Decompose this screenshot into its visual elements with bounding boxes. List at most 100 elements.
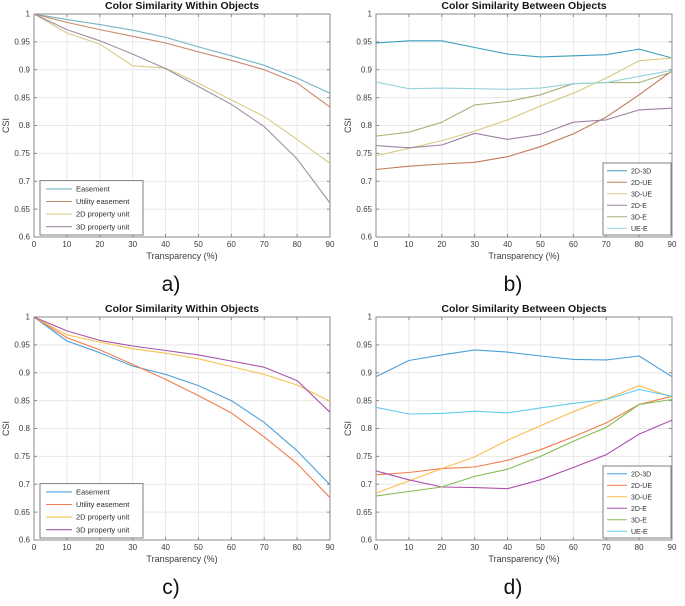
svg-text:30: 30 — [128, 240, 137, 249]
svg-text:10: 10 — [62, 543, 71, 552]
svg-text:70: 70 — [602, 543, 611, 552]
svg-text:0.7: 0.7 — [19, 480, 31, 489]
svg-text:Utility easement: Utility easement — [76, 197, 130, 206]
svg-text:2D property unit: 2D property unit — [76, 513, 130, 522]
svg-text:0.95: 0.95 — [14, 341, 30, 350]
svg-text:0.8: 0.8 — [361, 424, 373, 433]
svg-text:40: 40 — [161, 240, 170, 249]
svg-text:Color Similarity Between Objec: Color Similarity Between Objects — [441, 303, 606, 315]
chart-a-caption: a) — [161, 273, 181, 296]
svg-text:40: 40 — [503, 240, 512, 249]
svg-text:Color Similarity Within Object: Color Similarity Within Objects — [105, 303, 259, 315]
svg-text:70: 70 — [602, 240, 611, 249]
chart-d-caption: d) — [503, 576, 523, 599]
svg-text:Easement: Easement — [76, 185, 111, 194]
svg-text:1: 1 — [368, 10, 373, 19]
chart-cell-d: 0 10 20 30 40 50 60 70 80 90 0.6 0.65 0.7 0.75 0.8 0.85… — [342, 303, 685, 606]
svg-text:90: 90 — [668, 543, 677, 552]
svg-text:Transparency (%): Transparency (%) — [488, 554, 559, 564]
svg-text:2D-E: 2D-E — [631, 506, 647, 513]
svg-text:50: 50 — [194, 240, 203, 249]
svg-text:UE-E: UE-E — [631, 226, 648, 233]
svg-text:Utility easement: Utility easement — [76, 500, 130, 509]
svg-text:0.85: 0.85 — [356, 396, 372, 405]
svg-text:20: 20 — [95, 240, 104, 249]
svg-text:70: 70 — [260, 240, 269, 249]
svg-text:0.65: 0.65 — [356, 205, 372, 214]
svg-text:0.65: 0.65 — [356, 508, 372, 517]
chart-b-plot: 0 10 20 30 40 50 60 70 80 90 0.6 0.65 0.7 0.75 0.8 0.85… — [343, 0, 677, 261]
svg-text:0.9: 0.9 — [19, 65, 31, 74]
svg-text:1: 1 — [26, 10, 31, 19]
chart-cell-c: 0 10 20 30 40 50 60 70 80 90 0.6 0.65 0.7 0.75 0.8 0.85… — [0, 303, 342, 606]
svg-text:3D property unit: 3D property unit — [76, 525, 130, 534]
svg-text:2D-3D: 2D-3D — [631, 471, 651, 478]
svg-text:3D-E: 3D-E — [631, 214, 647, 221]
svg-text:0.65: 0.65 — [14, 205, 30, 214]
svg-text:0.6: 0.6 — [19, 536, 31, 545]
svg-text:Transparency (%): Transparency (%) — [488, 251, 559, 261]
svg-text:CSI: CSI — [343, 421, 353, 436]
svg-text:90: 90 — [326, 240, 335, 249]
svg-text:CSI: CSI — [1, 421, 11, 436]
svg-text:0.6: 0.6 — [361, 536, 373, 545]
svg-text:Transparency (%): Transparency (%) — [146, 554, 217, 564]
svg-text:2D-UE: 2D-UE — [631, 180, 652, 187]
svg-text:60: 60 — [227, 543, 236, 552]
svg-text:0.9: 0.9 — [361, 368, 373, 377]
svg-text:0.95: 0.95 — [14, 38, 30, 47]
svg-text:40: 40 — [503, 543, 512, 552]
svg-text:CSI: CSI — [1, 118, 11, 133]
svg-text:20: 20 — [437, 543, 446, 552]
svg-text:0.95: 0.95 — [356, 341, 372, 350]
svg-text:0.9: 0.9 — [361, 65, 373, 74]
svg-text:Color Similarity Between Objec: Color Similarity Between Objects — [441, 0, 606, 12]
svg-text:20: 20 — [437, 240, 446, 249]
svg-text:70: 70 — [260, 543, 269, 552]
svg-text:UE-E: UE-E — [631, 529, 648, 536]
svg-text:Easement: Easement — [76, 488, 111, 497]
svg-text:60: 60 — [569, 240, 578, 249]
chart-c-plot: 0 10 20 30 40 50 60 70 80 90 0.6 0.65 0.7 0.75 0.8 0.85… — [1, 303, 335, 564]
svg-text:0.75: 0.75 — [356, 149, 372, 158]
svg-text:3D property unit: 3D property unit — [76, 222, 130, 231]
svg-text:0.65: 0.65 — [14, 508, 30, 517]
svg-text:40: 40 — [161, 543, 170, 552]
chart-a-plot: 0 10 20 30 40 50 60 70 80 90 0.6 0.65 0.7 0.75 0.8 0.85… — [1, 0, 335, 261]
chart-b-caption: b) — [503, 273, 523, 296]
svg-text:2D property unit: 2D property unit — [76, 210, 130, 219]
svg-text:0.8: 0.8 — [361, 121, 373, 130]
svg-text:0.8: 0.8 — [19, 424, 31, 433]
svg-text:0.6: 0.6 — [361, 233, 373, 242]
svg-text:80: 80 — [293, 240, 302, 249]
svg-text:3D-E: 3D-E — [631, 517, 647, 524]
svg-text:2D-3D: 2D-3D — [631, 168, 651, 175]
svg-text:0.75: 0.75 — [14, 149, 30, 158]
svg-text:3D-UE: 3D-UE — [631, 494, 652, 501]
svg-text:0.7: 0.7 — [361, 480, 373, 489]
svg-text:80: 80 — [635, 240, 644, 249]
svg-text:1: 1 — [26, 313, 31, 322]
chart-cell-b: 0 10 20 30 40 50 60 70 80 90 0.6 0.65 0.7 0.75 0.8 0.85… — [342, 0, 685, 303]
chart-d-plot: 0 10 20 30 40 50 60 70 80 90 0.6 0.65 0.7 0.75 0.8 0.85… — [343, 303, 677, 564]
svg-text:30: 30 — [470, 543, 479, 552]
chart-c-caption: c) — [162, 576, 180, 599]
svg-text:0: 0 — [374, 543, 379, 552]
svg-text:0.95: 0.95 — [356, 38, 372, 47]
svg-text:0.85: 0.85 — [356, 93, 372, 102]
svg-text:Transparency (%): Transparency (%) — [146, 251, 217, 261]
svg-text:20: 20 — [95, 543, 104, 552]
svg-text:90: 90 — [326, 543, 335, 552]
svg-text:Color Similarity Within Object: Color Similarity Within Objects — [105, 0, 259, 12]
svg-text:2D-E: 2D-E — [631, 203, 647, 210]
svg-text:0.85: 0.85 — [14, 396, 30, 405]
svg-text:60: 60 — [227, 240, 236, 249]
svg-text:80: 80 — [293, 543, 302, 552]
svg-text:80: 80 — [635, 543, 644, 552]
svg-text:30: 30 — [128, 543, 137, 552]
svg-text:50: 50 — [536, 240, 545, 249]
svg-text:3D-UE: 3D-UE — [631, 191, 652, 198]
svg-text:0.75: 0.75 — [356, 452, 372, 461]
svg-text:0: 0 — [374, 240, 379, 249]
